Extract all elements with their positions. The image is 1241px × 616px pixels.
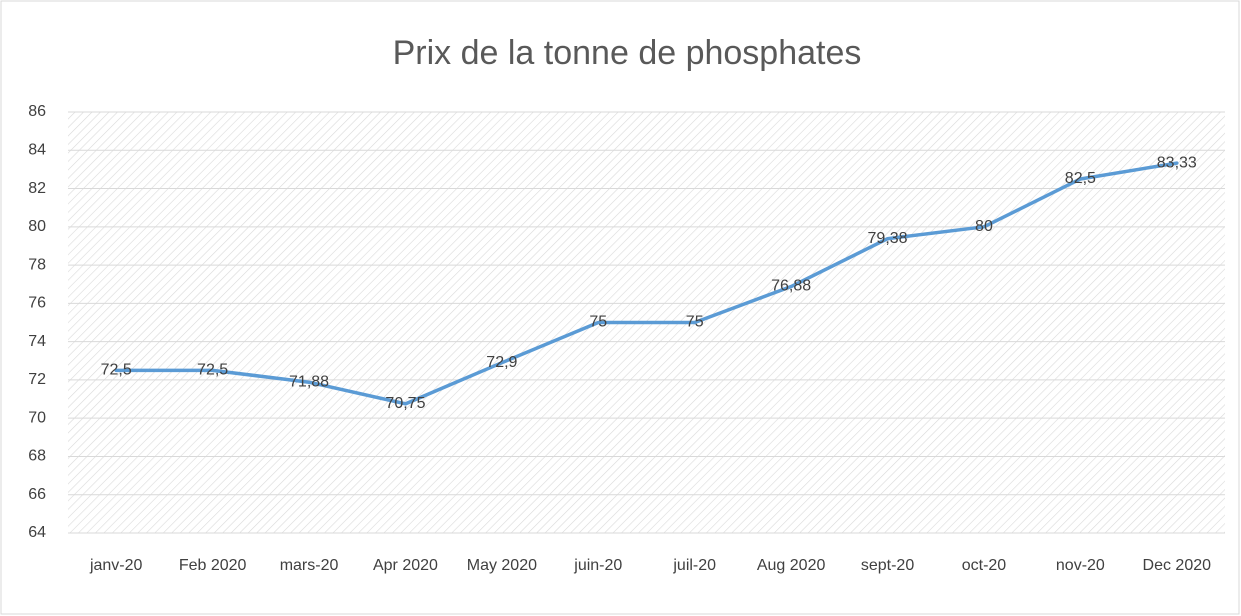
x-tick-label: juil-20 <box>672 557 716 574</box>
y-tick-label: 86 <box>28 103 46 120</box>
y-tick-label: 70 <box>28 409 46 426</box>
x-tick-label: oct-20 <box>962 557 1007 574</box>
data-label: 76,88 <box>771 278 811 295</box>
x-tick-label: sept-20 <box>861 557 914 574</box>
data-label: 72,5 <box>101 362 132 379</box>
data-label: 79,38 <box>868 230 908 247</box>
y-tick-label: 72 <box>28 371 46 388</box>
y-tick-label: 66 <box>28 486 46 503</box>
x-tick-label: Dec 2020 <box>1143 557 1212 574</box>
data-label: 75 <box>589 314 607 331</box>
x-tick-label: Aug 2020 <box>757 557 826 574</box>
data-label: 83,33 <box>1157 154 1197 171</box>
x-tick-label: May 2020 <box>467 557 537 574</box>
data-label: 72,5 <box>197 362 228 379</box>
y-tick-label: 78 <box>28 256 46 273</box>
y-tick-label: 74 <box>28 333 46 350</box>
y-tick-label: 82 <box>28 180 46 197</box>
x-tick-label: Apr 2020 <box>373 557 438 574</box>
data-label: 82,5 <box>1065 170 1096 187</box>
data-label: 72,9 <box>486 354 517 371</box>
x-tick-label: nov-20 <box>1056 557 1105 574</box>
x-tick-label: juin-20 <box>573 557 622 574</box>
y-tick-label: 68 <box>28 448 46 465</box>
data-label: 80 <box>975 218 993 235</box>
x-tick-label: Feb 2020 <box>179 557 247 574</box>
chart-title: Prix de la tonne de phosphates <box>393 34 862 72</box>
y-tick-label: 64 <box>28 524 46 541</box>
data-label: 71,88 <box>289 373 329 390</box>
x-tick-label: mars-20 <box>280 557 339 574</box>
y-tick-label: 80 <box>28 218 46 235</box>
y-tick-label: 84 <box>28 141 46 158</box>
line <box>114 161 1179 406</box>
data-label: 75 <box>686 314 704 331</box>
data-label: 70,75 <box>385 395 425 412</box>
y-tick-label: 76 <box>28 295 46 312</box>
x-tick-label: janv-20 <box>89 557 143 574</box>
